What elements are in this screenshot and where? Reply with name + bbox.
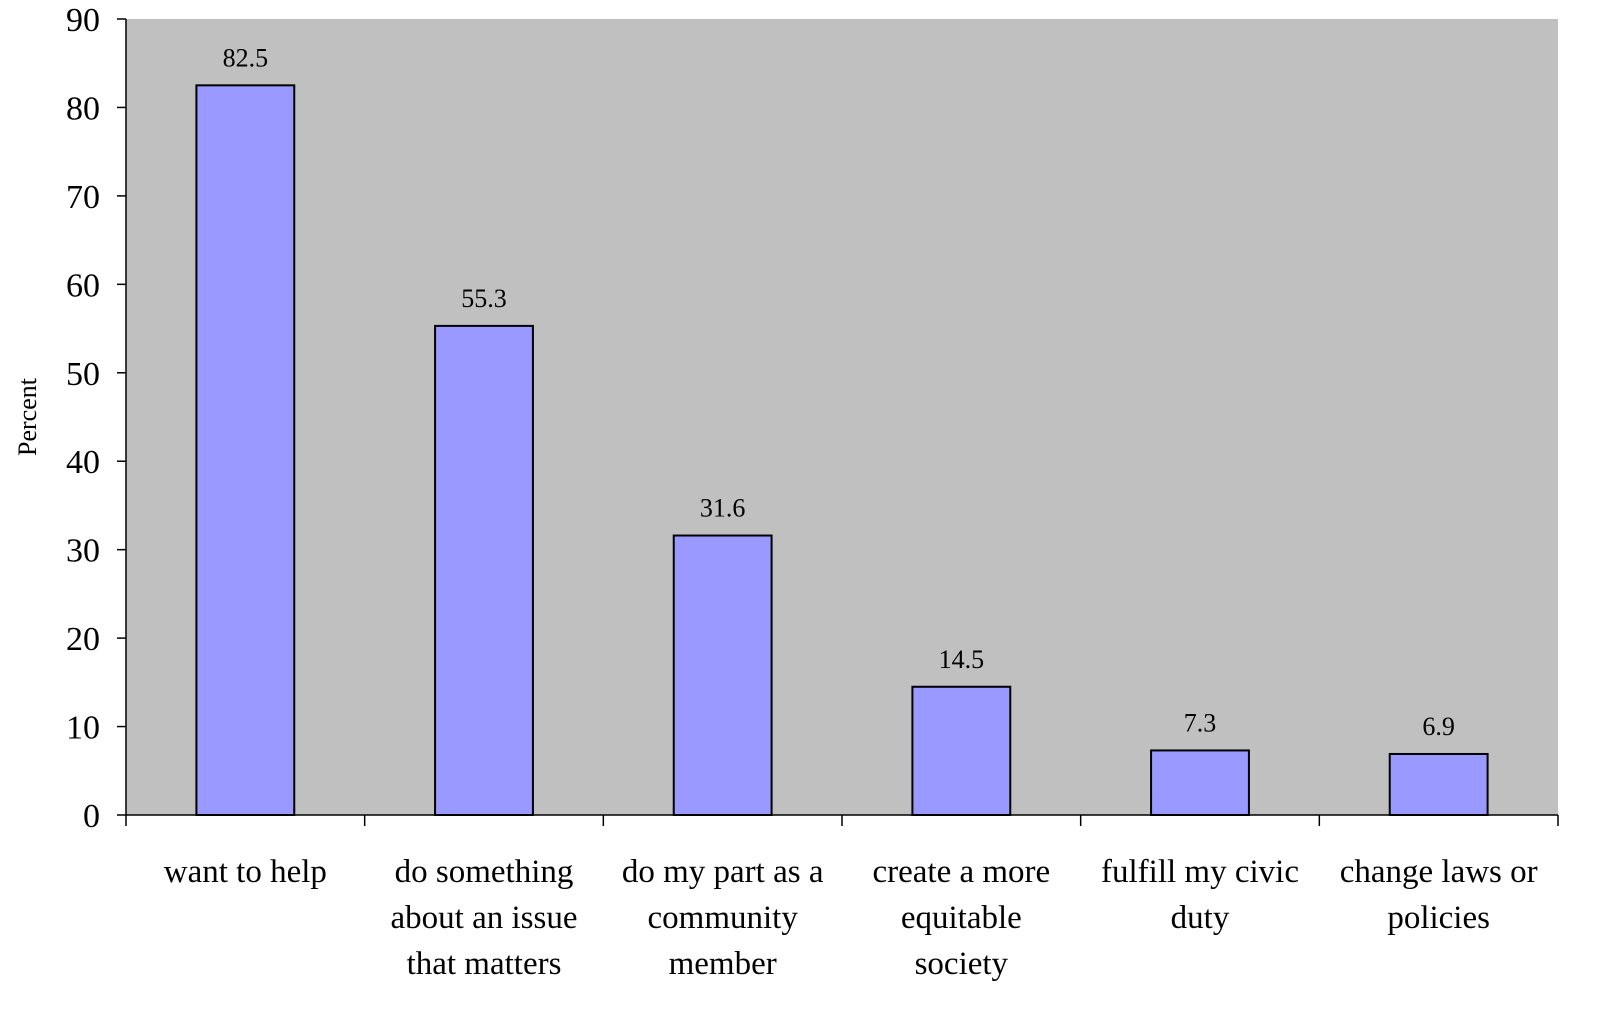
bar-value-label: 7.3: [1184, 708, 1217, 737]
bar-value-label: 55.3: [461, 284, 507, 313]
x-category-label: create a more: [872, 854, 1050, 890]
y-tick-label: 30: [66, 533, 100, 570]
x-category-label: equitable: [901, 900, 1022, 936]
y-tick-label: 50: [66, 356, 100, 393]
x-category-label: do something: [395, 854, 574, 890]
y-axis: 0 10 20 30 40 50 60 70 80 90: [66, 2, 127, 835]
x-category-label: that matters: [407, 946, 562, 982]
bar: [195, 84, 296, 816]
bar-value-label: 6.9: [1422, 712, 1455, 741]
bars-layer: [195, 84, 1489, 817]
x-category-label: do my part as a: [622, 854, 824, 890]
y-tick-label: 10: [66, 710, 100, 747]
y-tick-label: 90: [66, 2, 100, 39]
bar: [1150, 749, 1250, 816]
y-tick-label: 40: [66, 444, 100, 481]
bar: [911, 685, 1012, 817]
plot-area-background: [126, 19, 1558, 815]
x-category-label: community: [648, 900, 799, 936]
bar-value-label: 14.5: [939, 645, 985, 674]
x-category-label: about an issue: [391, 900, 578, 936]
bar: [434, 324, 534, 816]
value-labels-layer: 82.5 55.3 31.6 14.5 7.3 6.9: [223, 43, 1455, 741]
x-category-label: policies: [1387, 900, 1490, 936]
x-category-label: want to help: [164, 854, 327, 890]
x-category-label: fulfill my civic: [1101, 854, 1299, 890]
x-category-label: society: [915, 946, 1009, 982]
bar-value-label: 82.5: [223, 43, 269, 72]
y-axis-title: Percent: [13, 377, 42, 456]
y-tick-label: 70: [66, 179, 100, 216]
bar-value-label: 31.6: [700, 494, 746, 523]
bar: [672, 534, 773, 817]
bar: [1388, 752, 1489, 816]
x-category-label: change laws or: [1340, 854, 1538, 890]
y-tick-label: 60: [66, 267, 100, 304]
y-tick-label: 0: [83, 798, 100, 835]
x-category-label: member: [669, 946, 777, 982]
y-tick-label: 20: [66, 621, 100, 658]
x-category-label: duty: [1171, 900, 1230, 936]
x-axis: want to help do something about an issue th…: [125, 814, 1559, 982]
y-tick-label: 80: [66, 90, 100, 127]
